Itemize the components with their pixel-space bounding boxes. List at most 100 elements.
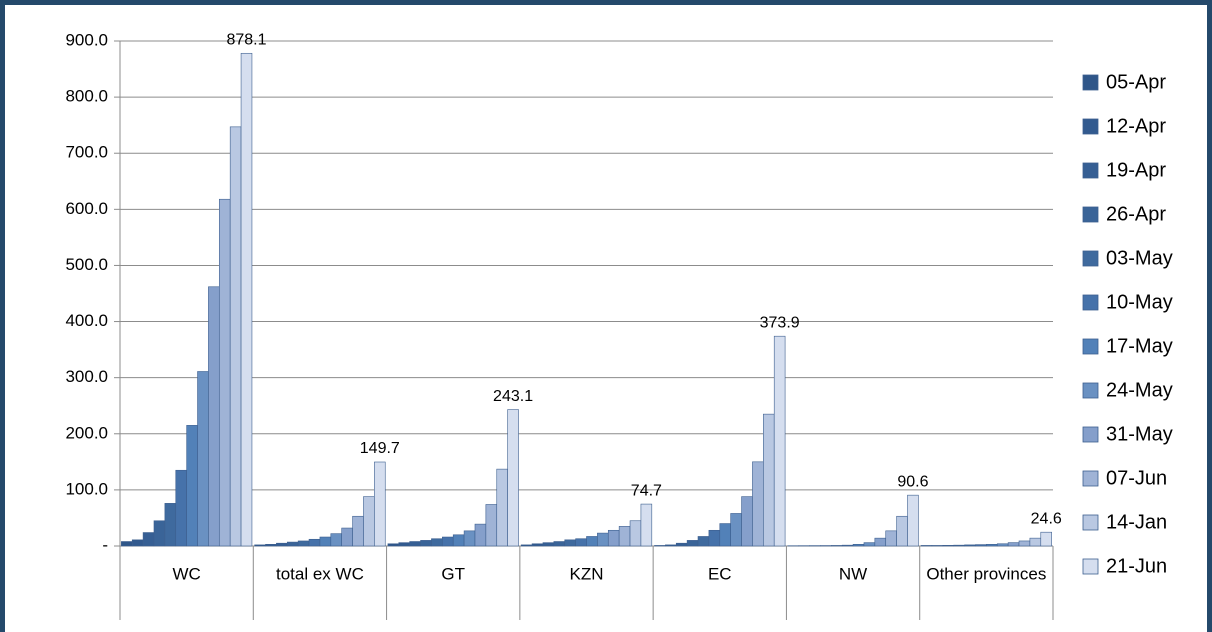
legend-label: 03-May — [1106, 247, 1173, 269]
bar — [841, 544, 854, 547]
bar — [542, 542, 555, 547]
bar — [773, 335, 786, 547]
y-tick-label: 500.0 — [65, 255, 108, 274]
bar — [675, 542, 688, 547]
legend-swatch — [1082, 74, 1099, 91]
legend-swatch — [1082, 338, 1099, 355]
bar — [463, 530, 476, 547]
bar — [431, 538, 443, 547]
x-tick-label: WC — [172, 564, 200, 583]
bar — [319, 536, 332, 547]
x-tick-label: total ex WC — [276, 564, 364, 583]
data-label: 878.1 — [226, 32, 266, 49]
bar — [452, 534, 465, 547]
bar — [341, 527, 353, 547]
bar — [186, 425, 198, 547]
x-tick-label: EC — [708, 564, 732, 583]
legend-label: 31-May — [1106, 423, 1173, 445]
bar — [496, 468, 508, 547]
bar — [575, 538, 587, 547]
bar — [197, 371, 209, 547]
legend-swatch — [1082, 250, 1099, 267]
bar — [986, 544, 998, 547]
bar — [387, 543, 400, 547]
bar — [686, 540, 699, 547]
bar — [885, 530, 897, 547]
bar — [409, 541, 421, 547]
data-label: 24.6 — [1031, 510, 1062, 527]
data-label: 243.1 — [493, 388, 533, 405]
legend-swatch — [1082, 162, 1099, 179]
bar — [308, 538, 321, 547]
bar — [330, 533, 342, 547]
y-tick-label: 600.0 — [65, 199, 108, 218]
legend-label: 07-Jun — [1106, 467, 1167, 489]
bar — [142, 532, 155, 547]
legend-label: 17-May — [1106, 335, 1173, 357]
bar — [708, 529, 721, 547]
bar — [442, 536, 454, 547]
legend-label: 05-Apr — [1106, 71, 1166, 93]
bar — [863, 542, 876, 547]
legend-swatch — [1082, 118, 1099, 135]
legend-swatch — [1082, 294, 1099, 311]
bar — [896, 515, 908, 547]
bar — [1029, 537, 1042, 547]
bar — [730, 513, 742, 547]
bar — [1007, 542, 1020, 547]
bar — [229, 126, 242, 547]
bar — [931, 545, 944, 547]
legend-label: 26-Apr — [1106, 203, 1166, 225]
bar — [564, 539, 576, 547]
y-tick-label: 400.0 — [65, 311, 108, 330]
bar — [507, 409, 519, 547]
bar — [907, 494, 919, 547]
bar — [942, 545, 955, 547]
legend-swatch — [1082, 382, 1099, 399]
data-label: 74.7 — [631, 482, 662, 499]
bar — [265, 544, 277, 547]
bar — [586, 536, 598, 547]
bar — [1018, 540, 1031, 547]
bar — [597, 532, 609, 547]
bar — [131, 539, 144, 547]
data-label: 149.7 — [360, 440, 400, 457]
bar — [175, 469, 187, 547]
bar — [654, 545, 666, 547]
x-tick-label: NW — [839, 564, 867, 583]
y-tick-label: 900.0 — [65, 30, 108, 49]
bar — [240, 52, 253, 547]
bar — [398, 542, 410, 547]
bar — [874, 537, 887, 547]
bar — [763, 413, 775, 547]
legend-label: 19-Apr — [1106, 159, 1166, 181]
bar — [953, 544, 965, 547]
x-tick-label: GT — [441, 564, 465, 583]
bar — [374, 461, 386, 547]
bar — [153, 520, 166, 547]
bar — [297, 540, 310, 547]
legend-label: 14-Jan — [1106, 511, 1167, 533]
legend-swatch — [1082, 206, 1099, 223]
y-tick-label: 700.0 — [65, 143, 108, 162]
legend-swatch — [1082, 426, 1099, 443]
bar — [474, 523, 487, 547]
bar — [719, 523, 731, 547]
legend-label: 21-Jun — [1106, 555, 1167, 577]
y-tick-label: 100.0 — [65, 479, 108, 498]
bar — [485, 504, 498, 547]
bar — [553, 541, 566, 547]
bar — [254, 544, 266, 547]
legend-swatch — [1082, 514, 1099, 531]
bar — [531, 543, 544, 547]
y-tick-label: 300.0 — [65, 367, 108, 386]
bar — [975, 544, 987, 547]
bar — [618, 526, 631, 547]
bar — [520, 544, 533, 547]
bar — [752, 461, 764, 547]
bar — [420, 540, 432, 547]
bar — [286, 541, 299, 547]
bar — [697, 536, 710, 547]
